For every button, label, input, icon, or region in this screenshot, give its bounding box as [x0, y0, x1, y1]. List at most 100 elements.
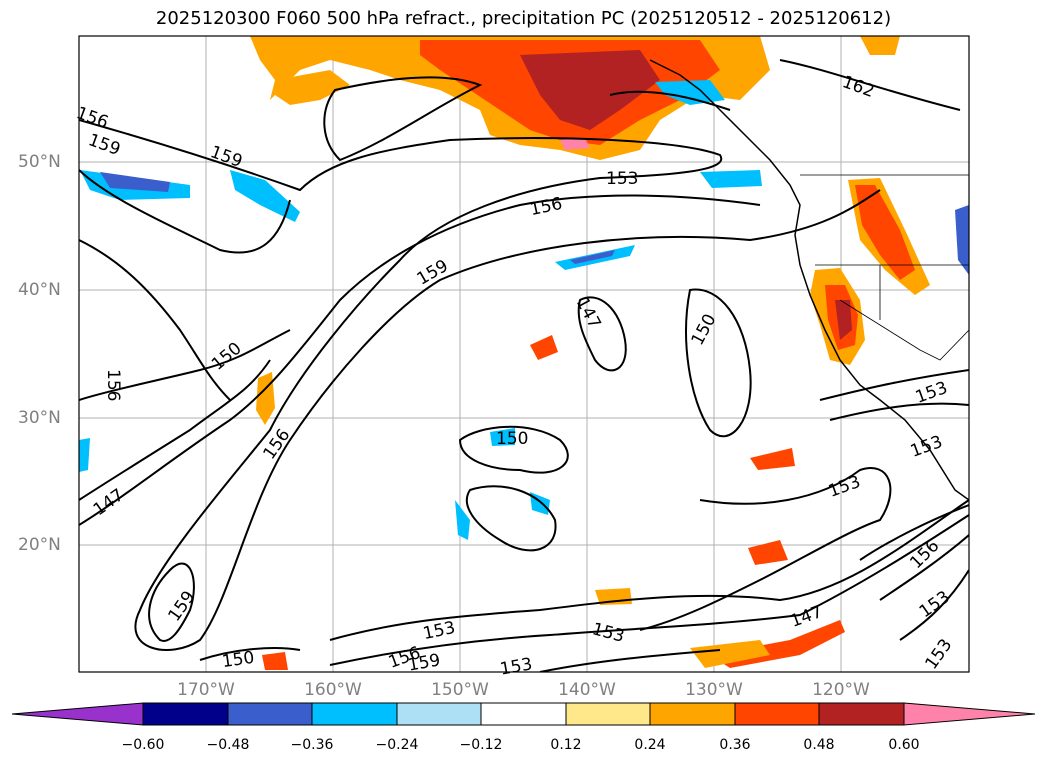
refractivity-contour-line: [79, 359, 271, 501]
colorbar-tick-label: −0.36: [290, 737, 334, 753]
lon-label-160: 160°W: [304, 680, 362, 700]
precip-north-inner: [520, 50, 660, 130]
lat-label-30: 30°N: [18, 408, 61, 428]
contour-label: 153: [421, 618, 457, 644]
precip-blue-nw-core: [100, 172, 170, 192]
colorbar-tick-label: −0.48: [206, 737, 250, 753]
contour-label: 162: [840, 72, 877, 102]
refractivity-contour-line: [609, 90, 731, 111]
refractivity-contour-line: [329, 499, 969, 641]
colorbar-tick-label: 0.12: [550, 737, 582, 753]
lat-label-40: 40°N: [18, 280, 61, 300]
precip-california-inner: [835, 300, 852, 340]
refractivity-contour-line: [79, 329, 291, 401]
precip-red-patch-c: [748, 540, 788, 565]
colorbar-segment: [396, 702, 482, 726]
colorbar-tick-label: −0.12: [459, 737, 503, 753]
precip-blue-east: [955, 205, 969, 275]
precip-blue-west-edge: [79, 438, 90, 472]
precip-red-patch-a: [530, 335, 558, 360]
precip-alaska-patch: [860, 36, 900, 55]
refractivity-contour-line: [148, 562, 195, 642]
precip-north-peak: [560, 138, 590, 150]
contour-label: 153: [606, 169, 638, 189]
colorbar-tick-label: 0.48: [803, 737, 835, 753]
precip-blue-subtropic: [490, 428, 515, 446]
contour-label: 153: [916, 587, 954, 622]
refractivity-contour-line: [79, 119, 881, 651]
precip-blue-offshore: [700, 170, 762, 188]
colorbar-segment: [565, 702, 651, 726]
refractivity-contour-line: [199, 647, 301, 661]
map-title: 2025120300 F060 500 hPa refract., precip…: [155, 8, 892, 29]
lon-label-140: 140°W: [558, 680, 616, 700]
colorbar-segment: [649, 702, 736, 726]
refractivity-contour-line: [539, 649, 721, 672]
refractivity-contour-line: [829, 402, 969, 421]
refractivity-contour-line: [879, 534, 969, 601]
refractivity-contour-line: [779, 59, 961, 111]
colorbar-extend-low: [11, 702, 144, 726]
refractivity-contour-line: [859, 504, 969, 561]
refractivity-contour-line: [465, 485, 557, 552]
refractivity-contours: [79, 59, 969, 672]
refractivity-contour-line: [323, 76, 483, 162]
precip-red-bottom-left: [262, 652, 288, 670]
lat-label-50: 50°N: [18, 152, 61, 172]
state-borders: [800, 174, 969, 361]
contour-label-layer: 156 159 159 162 153 156 159 147 150 150 …: [74, 72, 957, 679]
colorbar-segment: [227, 702, 313, 726]
refractivity-contour-line: [458, 425, 569, 474]
colorbar-tick-label: −0.24: [375, 737, 419, 753]
contour-label: 156: [528, 194, 564, 220]
contour-label: 153: [921, 635, 956, 673]
contour-label: 150: [208, 339, 246, 375]
refractivity-contour-line: [79, 169, 291, 254]
precip-blue-midpac-core: [570, 250, 615, 264]
colorbar-segment: [480, 702, 567, 726]
colorbar-tick-label: −0.60: [121, 737, 165, 753]
colorbar-tick-label: 0.36: [719, 737, 751, 753]
colorbar-segment: [818, 702, 905, 726]
contour-label: 147: [788, 602, 825, 632]
colorbar-segment: [311, 702, 398, 726]
contour-label: 156: [103, 369, 123, 401]
precip-red-patch-b: [750, 448, 795, 470]
lon-label-130: 130°W: [685, 680, 743, 700]
contour-label: 153: [590, 619, 627, 647]
colorbar-segment: [734, 702, 820, 726]
colorbar-tick-label: 0.60: [888, 737, 920, 753]
precip-blue-subtropic-b: [455, 500, 470, 540]
lon-label-150: 150°W: [431, 680, 489, 700]
refractivity-contour-line: [577, 296, 627, 372]
map-frame: [78, 35, 970, 673]
refractivity-contour-line: [685, 288, 752, 438]
colorbar-extend-high: [903, 702, 1036, 726]
refractivity-contour-line: [899, 569, 969, 641]
precip-blue-strip: [230, 170, 300, 222]
contour-label: 150: [496, 429, 528, 449]
precip-orange-hawaii-west: [256, 372, 275, 425]
contour-label: 150: [688, 311, 721, 349]
contour-label: 156: [259, 425, 294, 463]
precip-west-coast-core: [855, 185, 915, 280]
refractivity-contour-line: [639, 467, 892, 631]
contour-label: 156: [906, 536, 943, 573]
colorbar-segment: [142, 702, 229, 726]
precip-orange-south-band: [690, 640, 770, 668]
lon-label-170: 170°W: [177, 680, 235, 700]
precipitation-shading: [79, 36, 969, 670]
contour-label: 153: [908, 432, 945, 462]
coastline-west-america: [649, 59, 969, 501]
contour-label: 159: [86, 130, 123, 160]
contour-label: 159: [208, 142, 245, 172]
lon-label-120: 120°W: [812, 680, 870, 700]
refractivity-contour-line: [819, 369, 969, 401]
contour-label: 150: [221, 648, 256, 672]
refractivity-contour-line: [79, 239, 231, 401]
refractivity-contour-line: [329, 514, 969, 666]
colorbar-tick-label: 0.24: [634, 737, 666, 753]
precip-blue-bc: [655, 80, 725, 105]
colorbar: [11, 702, 1036, 726]
